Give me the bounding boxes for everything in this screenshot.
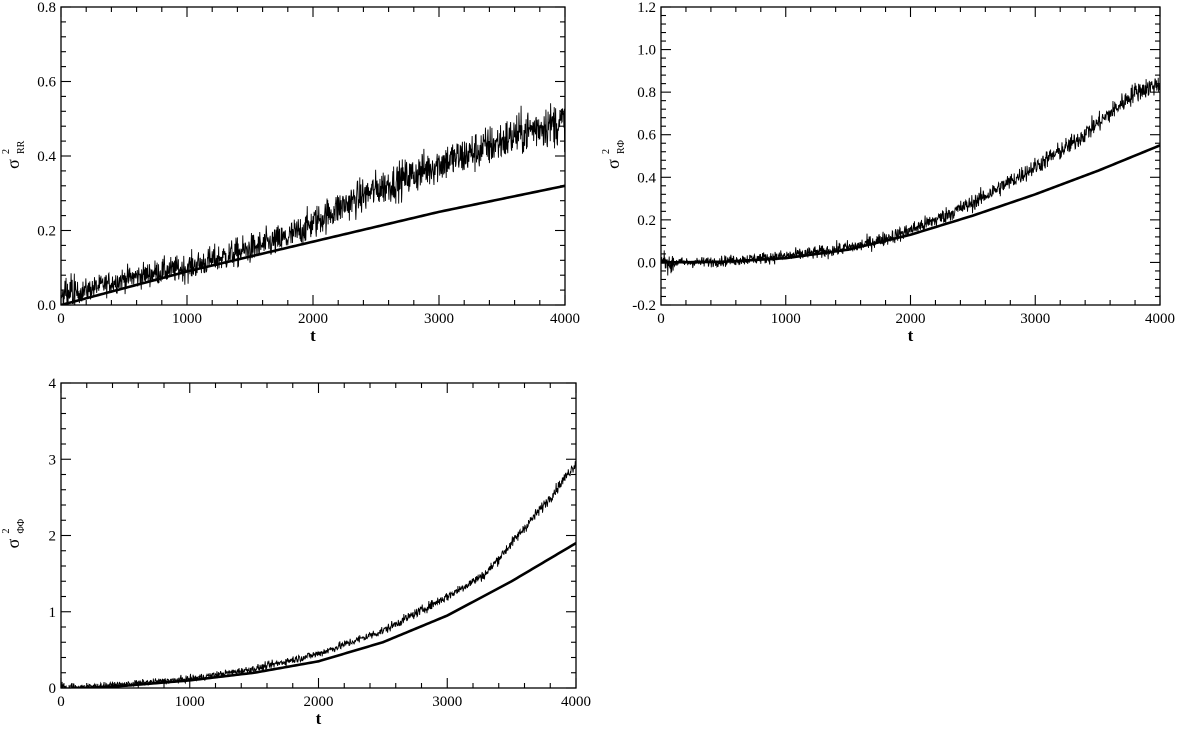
y-tick-label: 1.0 <box>637 43 656 59</box>
x-tick-label: 0 <box>57 694 65 710</box>
panel-1: 0 1000 2000 3000 4000 0.0 0.2 0.4 0.6 0.8 t σ 2 RR <box>1 0 580 345</box>
y-tick-label: 0 <box>49 681 57 697</box>
x-tick-label: 3000 <box>424 311 454 327</box>
x-axis-title: t <box>908 326 914 345</box>
y-tick-label: 0.4 <box>37 149 56 165</box>
plot-frame <box>60 382 577 689</box>
x-tick-label: 1000 <box>771 311 801 327</box>
y-axis-title-sup: 2 <box>1 149 12 154</box>
y-tick-label: 3 <box>49 452 57 468</box>
x-tick-label: 0 <box>57 311 65 327</box>
y-axis-title-sub: RR <box>16 140 27 154</box>
y-tick-label: 0.4 <box>637 170 656 186</box>
y-tick-label: 1.2 <box>637 0 656 16</box>
series-2-line <box>64 542 576 688</box>
y-tick-label: 2 <box>49 529 57 545</box>
x-tick-label: 4000 <box>1145 311 1175 327</box>
y-tick-label: 0.8 <box>637 85 656 101</box>
y-axis-title-base: σ <box>3 159 23 169</box>
y-axis-title-sub: RΦ <box>616 140 627 154</box>
y-axis-title-base: σ <box>3 538 23 548</box>
y-tick-label: 4 <box>49 376 57 392</box>
y-axis-title-base: σ <box>603 159 623 169</box>
x-tick-label: 3000 <box>1020 311 1050 327</box>
x-tick-label: 1000 <box>175 694 205 710</box>
y-tick-label: 0.6 <box>37 75 56 91</box>
y-tick-label: 0.2 <box>37 224 56 240</box>
x-tick-label: 2000 <box>298 311 328 327</box>
y-tick-label: -0.2 <box>632 298 656 314</box>
y-tick-label: 0.6 <box>637 128 656 144</box>
y-tick-label: 0.0 <box>637 255 656 271</box>
x-tick-label: 4000 <box>550 311 580 327</box>
y-axis-title-sup: 2 <box>1 529 12 534</box>
y-axis-title-sup: 2 <box>601 149 612 154</box>
y-axis-title: σ 2 ΦΦ <box>1 519 27 548</box>
panel-2: 0 1000 2000 3000 4000 -0.2 0.0 0.2 0.4 0.6 0.8 1.0 1… <box>601 0 1175 345</box>
series-1-line <box>61 460 576 688</box>
x-axis-title: t <box>316 709 322 728</box>
x-tick-label: 1000 <box>172 311 202 327</box>
y-tick-label: 0.8 <box>37 0 56 16</box>
panel-3: 0 1000 2000 3000 4000 0 1 2 3 4 t σ 2 ΦΦ <box>1 376 591 728</box>
series-2-line <box>61 184 565 305</box>
y-tick-label: 0.0 <box>37 298 56 314</box>
x-tick-label: 2000 <box>896 311 926 327</box>
series-2-line <box>661 144 1160 264</box>
x-tick-label: 0 <box>657 311 665 327</box>
y-axis-title: σ 2 RΦ <box>601 140 627 169</box>
y-tick-label: 1 <box>49 605 57 621</box>
x-tick-label: 4000 <box>561 694 591 710</box>
series-1-line <box>61 103 565 305</box>
y-axis-title: σ 2 RR <box>1 140 27 169</box>
x-tick-label: 3000 <box>432 694 462 710</box>
x-axis-title: t <box>310 326 316 345</box>
y-tick-label: 0.2 <box>637 213 656 229</box>
y-axis-title-sub: ΦΦ <box>16 519 27 534</box>
x-tick-label: 2000 <box>304 694 334 710</box>
